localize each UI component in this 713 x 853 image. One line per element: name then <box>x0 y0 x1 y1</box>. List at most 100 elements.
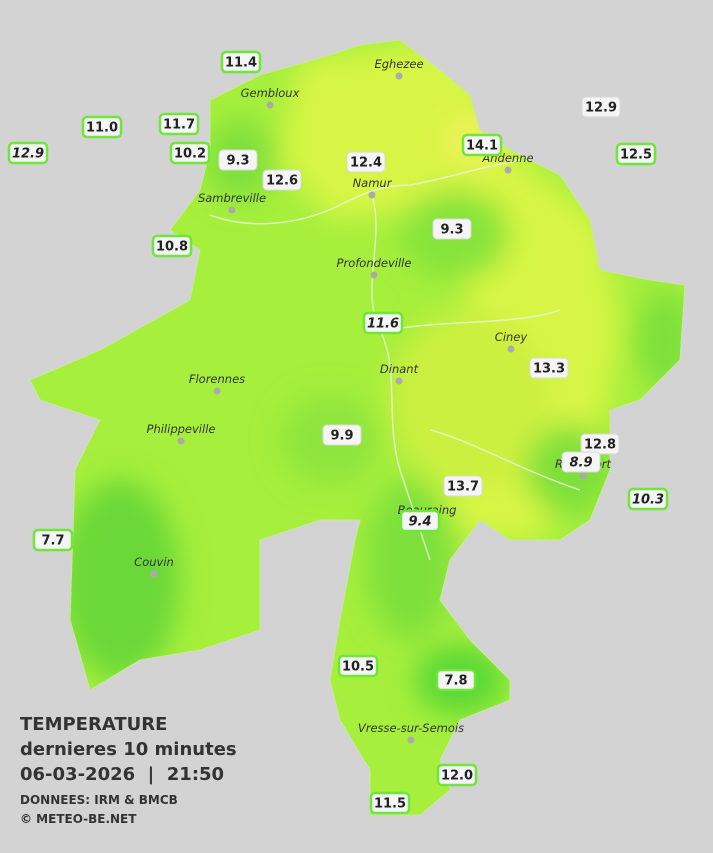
city-name: Eghezee <box>374 57 423 71</box>
station-value: 12.8 <box>584 438 616 453</box>
city-dot <box>266 101 274 109</box>
station: 10.3 <box>627 487 669 511</box>
city-name: Ciney <box>495 330 528 344</box>
station-value: 12.9 <box>585 101 617 116</box>
station-box <box>561 451 601 473</box>
city-dot <box>368 191 376 199</box>
city-dot <box>395 72 403 80</box>
station-value: 11.4 <box>225 56 257 71</box>
station: 10.8 <box>151 234 193 258</box>
city-name: Gembloux <box>241 86 300 100</box>
station-box <box>529 357 569 379</box>
city-dot <box>150 570 158 578</box>
station-box <box>436 763 478 787</box>
station-box <box>158 112 200 136</box>
station: 7.8 <box>435 668 477 692</box>
station-box <box>581 96 621 118</box>
station: 11.5 <box>369 791 411 815</box>
station: 9.3 <box>432 218 472 240</box>
station: 12.0 <box>436 763 478 787</box>
station-box <box>369 791 411 815</box>
station-value: 9.3 <box>440 223 463 238</box>
station-box <box>322 424 362 446</box>
station-box <box>443 475 483 497</box>
station-box <box>218 149 258 171</box>
station-box <box>262 169 302 191</box>
city-dot <box>579 472 587 480</box>
station-value: 9.4 <box>408 515 431 530</box>
city-dot <box>228 206 236 214</box>
station-box <box>399 509 441 533</box>
city-name: Florennes <box>189 372 245 386</box>
city-name: Namur <box>353 176 393 190</box>
station-value: 13.7 <box>447 480 479 495</box>
station-value: 12.4 <box>350 156 382 171</box>
city-dot <box>407 736 415 744</box>
timestamp: 06-03-2026 | 21:50 <box>20 764 224 785</box>
city-name: Sambreville <box>198 191 266 205</box>
station-box <box>615 142 657 166</box>
station-value: 10.2 <box>174 147 206 162</box>
station: 12.8 <box>580 433 620 455</box>
station: 14.1 <box>461 133 503 157</box>
city-dot <box>504 166 512 174</box>
station-box <box>220 50 262 74</box>
station-value: 10.5 <box>342 660 374 675</box>
station-box <box>362 311 404 335</box>
city-dot <box>177 437 185 445</box>
city-name: Profondeville <box>337 256 412 270</box>
station-value: 8.9 <box>569 456 592 471</box>
station-value: 7.8 <box>444 674 467 689</box>
city-name: Vresse-sur-Semois <box>358 721 464 735</box>
city-name: Philippeville <box>147 422 216 436</box>
station: 13.3 <box>529 357 569 379</box>
station: 12.9 <box>581 96 621 118</box>
station-box <box>151 234 193 258</box>
station: 12.6 <box>262 169 302 191</box>
station-box <box>627 487 669 511</box>
station-box <box>337 654 379 678</box>
city-dot <box>507 345 515 353</box>
station: 10.5 <box>337 654 379 678</box>
station: 12.5 <box>615 142 657 166</box>
station-value: 11.5 <box>374 797 406 812</box>
station-value: 11.7 <box>163 118 195 133</box>
city-dot <box>395 377 403 385</box>
station-value: 9.9 <box>330 429 353 444</box>
city-name: Dinant <box>380 362 419 376</box>
station: 11.4 <box>220 50 262 74</box>
station-value: 11.6 <box>367 317 399 332</box>
station-box <box>32 528 74 552</box>
station-value: 14.1 <box>466 139 498 154</box>
station-value: 12.0 <box>441 769 473 784</box>
city-dot <box>213 387 221 395</box>
station-box <box>81 115 123 139</box>
rivers <box>209 159 581 561</box>
station-value: 12.5 <box>620 148 652 163</box>
station-value: 10.3 <box>632 493 664 508</box>
city-dot <box>370 271 378 279</box>
credit: © METEO-BE.NET <box>20 812 137 826</box>
station: 8.9 <box>561 451 601 473</box>
station: 11.6 <box>362 311 404 335</box>
station: 11.7 <box>158 112 200 136</box>
station: 13.7 <box>443 475 483 497</box>
subtitle: dernieres 10 minutes <box>20 739 237 760</box>
station: 7.7 <box>32 528 74 552</box>
station-value: 11.0 <box>86 121 118 136</box>
station-value: 12.6 <box>266 174 298 189</box>
station-value: 12.9 <box>12 147 44 162</box>
station-box <box>432 218 472 240</box>
station-value: 10.8 <box>156 240 188 255</box>
station: 9.3 <box>218 149 258 171</box>
station: 11.0 <box>81 115 123 139</box>
station-box <box>169 141 211 165</box>
source: DONNEES: IRM & BMCB <box>20 793 178 807</box>
city-name: Couvin <box>134 555 174 569</box>
station: 12.4 <box>346 151 386 173</box>
station-value: 7.7 <box>41 534 64 549</box>
title: TEMPERATURE <box>20 714 167 735</box>
station: 9.9 <box>322 424 362 446</box>
